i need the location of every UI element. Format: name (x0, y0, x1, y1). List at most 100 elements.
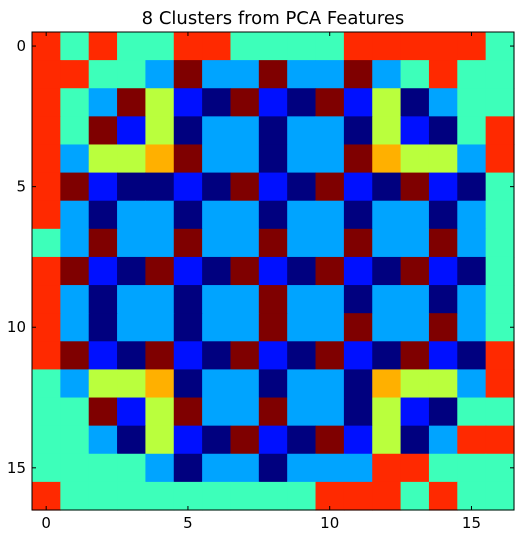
heatmap-cell (485, 32, 515, 61)
x-tick-label: 5 (183, 514, 193, 532)
heatmap-cell (400, 425, 430, 455)
heatmap-cell (372, 425, 402, 455)
heatmap-cell (173, 172, 203, 202)
heatmap-cell (258, 144, 288, 174)
heatmap-cell (315, 256, 345, 286)
heatmap-cell (485, 144, 515, 174)
heatmap-cell (32, 116, 61, 146)
heatmap-cell (32, 60, 61, 89)
heatmap-cell (88, 453, 118, 483)
heatmap-cell (287, 116, 317, 146)
heatmap-cell (230, 285, 260, 314)
heatmap-cell (428, 228, 458, 258)
heatmap-cell (315, 172, 345, 202)
heatmap-cell (400, 144, 430, 174)
heatmap-cell (60, 200, 90, 230)
heatmap-cell (60, 341, 90, 371)
heatmap-cell (287, 60, 317, 89)
heatmap-cell (117, 425, 147, 455)
heatmap-cell (287, 341, 317, 371)
heatmap-cell (258, 256, 288, 286)
heatmap-cell (117, 60, 147, 89)
heatmap-cell (457, 313, 487, 342)
heatmap-cell (372, 228, 402, 258)
heatmap-cell (485, 313, 515, 342)
heatmap-cell (400, 256, 430, 286)
heatmap-cell (428, 341, 458, 371)
heatmap-cell (258, 425, 288, 455)
heatmap-cell (173, 116, 203, 146)
heatmap-cell (372, 256, 402, 286)
heatmap-cell (32, 425, 61, 455)
heatmap-cell (343, 88, 373, 117)
heatmap-cell (287, 481, 317, 511)
heatmap-cell (230, 256, 260, 286)
heatmap-cell (343, 200, 373, 230)
heatmap-cell (372, 453, 402, 483)
heatmap-cell (145, 88, 175, 117)
heatmap-cell (88, 116, 118, 146)
heatmap-cell (400, 116, 430, 146)
heatmap-cell (60, 481, 90, 511)
heatmap-cell (145, 341, 175, 371)
heatmap-cell (485, 200, 515, 230)
heatmap-cell (60, 285, 90, 314)
heatmap-cell (485, 425, 515, 455)
heatmap-cell (343, 425, 373, 455)
heatmap-cell (428, 116, 458, 146)
heatmap-cell (32, 172, 61, 202)
heatmap-cell (88, 228, 118, 258)
heatmap-cell (485, 60, 515, 89)
heatmap-cell (230, 32, 260, 61)
heatmap-cell (258, 285, 288, 314)
heatmap-cell (315, 88, 345, 117)
heatmap-cell (145, 116, 175, 146)
y-tick-label: 0 (16, 37, 26, 55)
heatmap-cell (400, 200, 430, 230)
heatmap-cell (428, 453, 458, 483)
heatmap-cell (287, 228, 317, 258)
heatmap-cell (173, 285, 203, 314)
heatmap-cell (32, 32, 61, 61)
heatmap-cell (173, 341, 203, 371)
heatmap-cell (202, 313, 232, 342)
heatmap-cell (230, 453, 260, 483)
heatmap-cell (202, 481, 232, 511)
heatmap-cell (117, 144, 147, 174)
plot-frame (31, 31, 515, 511)
heatmap-cell (258, 397, 288, 427)
heatmap-cell (343, 256, 373, 286)
heatmap-cell (287, 397, 317, 427)
heatmap-cell (60, 116, 90, 146)
heatmap-cell (60, 172, 90, 202)
heatmap-cell (400, 88, 430, 117)
heatmap-cell (457, 256, 487, 286)
heatmap-cell (400, 369, 430, 399)
heatmap-cell (202, 172, 232, 202)
heatmap-cell (202, 256, 232, 286)
heatmap-cell (88, 200, 118, 230)
heatmap-cell (428, 172, 458, 202)
heatmap-cell (372, 481, 402, 511)
heatmap-cell (287, 369, 317, 399)
chart-title: 8 Clusters from PCA Features (142, 8, 405, 29)
heatmap-cell (32, 453, 61, 483)
heatmap-cell (173, 88, 203, 117)
heatmap-cell (457, 116, 487, 146)
heatmap-cell (400, 341, 430, 371)
heatmap-cell (32, 256, 61, 286)
heatmap-cell (372, 60, 402, 89)
heatmap-cell (372, 369, 402, 399)
heatmap-cell (485, 256, 515, 286)
heatmap-cell (457, 369, 487, 399)
heatmap-cell (230, 341, 260, 371)
heatmap-cell (485, 172, 515, 202)
heatmap-cell (173, 228, 203, 258)
heatmap-cell (258, 116, 288, 146)
heatmap-cell (88, 397, 118, 427)
heatmap-cell (457, 397, 487, 427)
heatmap-cell (202, 32, 232, 61)
heatmap-cell (145, 200, 175, 230)
heatmap-cell (457, 285, 487, 314)
